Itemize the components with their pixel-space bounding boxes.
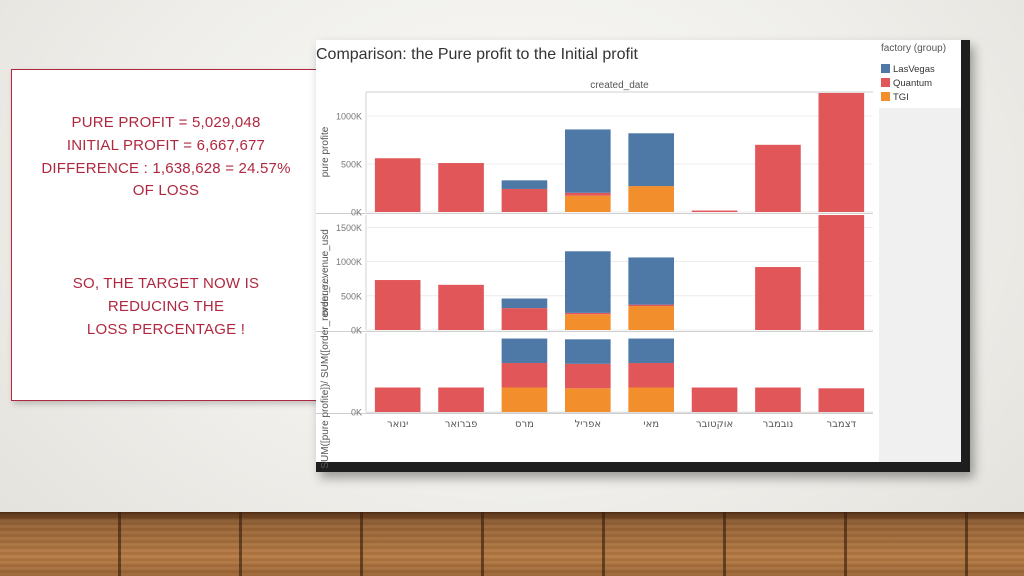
legend-item-tgi[interactable]: TGI: [881, 92, 909, 103]
x-tick-label: פברואר: [445, 419, 478, 430]
legend-label: LasVegas: [893, 64, 935, 75]
lasvegas-swatch: [881, 64, 890, 73]
bar-quantum: [501, 308, 548, 330]
bar-quantum: [374, 280, 421, 330]
bar-quantum: [755, 144, 801, 212]
bar-tgi: [628, 306, 675, 330]
chart-title: Comparison: the Pure profit to the Initi…: [316, 46, 638, 63]
bar-quantum: [374, 158, 421, 212]
bar-lasvegas: [628, 133, 675, 187]
bar-quantum: [564, 192, 611, 196]
bar-quantum: [691, 387, 738, 412]
y-tick-label: 0K: [351, 326, 362, 336]
bar-quantum: [501, 363, 548, 388]
x-tick-label: מאי: [643, 419, 659, 430]
legend-item-quantum[interactable]: Quantum: [881, 78, 932, 89]
y-tick-label: 1500K: [336, 223, 362, 233]
target-text-line-3: LOSS PERCENTAGE !: [86, 321, 246, 338]
chart-window: Comparison: the Pure profit to the Initi…: [316, 40, 970, 472]
bar-quantum: [564, 312, 611, 315]
bar-quantum: [438, 284, 484, 330]
y-tick-label: 0K: [351, 408, 362, 418]
legend-item-lasvegas[interactable]: LasVegas: [881, 64, 935, 75]
legend: factory (group) LasVegas Quantum TGI: [879, 40, 961, 108]
bar-quantum: [628, 304, 675, 307]
bar-quantum: [564, 363, 611, 389]
tgi-swatch: [881, 92, 890, 101]
y-tick-label: 1000K: [336, 112, 362, 122]
legend-label: Quantum: [893, 78, 933, 89]
bar-lasvegas: [564, 339, 611, 364]
bar-quantum: [818, 92, 865, 212]
bar-quantum: [628, 363, 675, 388]
legend-title: factory (group): [881, 43, 947, 54]
summary-text-box: PURE PROFIT = 5,029,048 INITIAL PROFIT =…: [11, 69, 321, 401]
target-text-line-1: SO, THE TARGET NOW IS: [72, 275, 260, 292]
of-loss-text: OF LOSS: [132, 182, 200, 199]
quantum-swatch: [881, 78, 890, 87]
x-tick-label: נובמבר: [763, 419, 794, 430]
y-axis-label: SUM([pure profite])/ SUM([order_revenue.…: [320, 276, 331, 468]
bar-quantum: [755, 387, 801, 412]
initial-profit-text: INITIAL PROFIT = 6,667,677: [66, 137, 266, 154]
x-tick-label: אוקטובר: [696, 419, 733, 430]
x-tick-label: מרס: [515, 419, 534, 430]
bar-lasvegas: [564, 129, 611, 193]
chart-svg: created_date 0K 500K 1000K pure profite 0K 500…: [316, 80, 873, 469]
bar-lasvegas: [628, 338, 675, 364]
bar-quantum: [818, 215, 865, 330]
y-axis-label: pure profite: [320, 126, 331, 177]
pure-profit-text: PURE PROFIT = 5,029,048: [71, 114, 261, 131]
bar-quantum: [438, 163, 484, 212]
bar-quantum: [374, 387, 421, 412]
bar-quantum: [691, 210, 738, 212]
bar-tgi: [564, 195, 611, 212]
bar-lasvegas: [501, 180, 548, 189]
y-tick-label: 500K: [341, 291, 362, 301]
x-tick-label: ינואר: [387, 419, 408, 430]
bar-lasvegas: [501, 338, 548, 364]
bar-tgi: [501, 387, 548, 412]
bar-lasvegas: [564, 251, 611, 313]
x-tick-label: דצמבר: [827, 419, 857, 430]
bar-tgi: [564, 314, 611, 330]
difference-text: DIFFERENCE : 1,638,628 = 24.57%: [41, 160, 291, 177]
bar-quantum: [755, 267, 801, 330]
wooden-floor: [0, 512, 1024, 576]
legend-background: [879, 108, 961, 462]
bar-lasvegas: [628, 257, 675, 305]
y-tick-label: 0K: [351, 208, 362, 218]
legend-label: TGI: [893, 92, 909, 103]
target-text-line-2: REDUCING THE: [107, 298, 225, 315]
bar-quantum: [818, 388, 865, 412]
y-axis-label: order_revenue_usd: [320, 229, 331, 316]
y-tick-label: 500K: [341, 160, 362, 170]
bar-quantum: [438, 387, 484, 412]
y-tick-label: 1000K: [336, 257, 362, 267]
bar-tgi: [628, 387, 675, 412]
bar-tgi: [564, 388, 611, 412]
bar-tgi: [628, 186, 675, 212]
bar-quantum: [501, 188, 548, 212]
bar-lasvegas: [501, 298, 548, 309]
x-tick-label: אפריל: [575, 419, 602, 430]
column-header: created_date: [590, 80, 649, 91]
